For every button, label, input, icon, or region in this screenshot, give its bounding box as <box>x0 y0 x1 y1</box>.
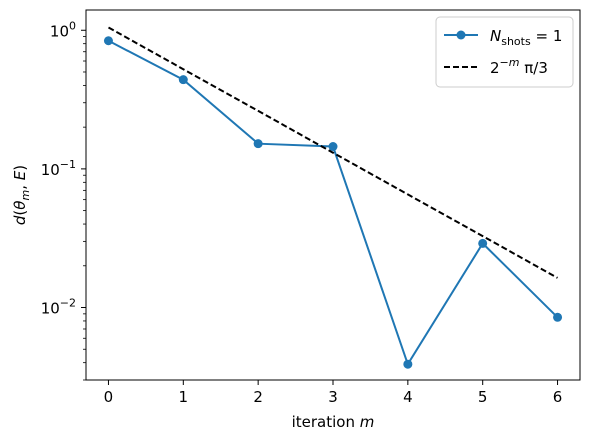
series-line-1 <box>108 39 559 367</box>
x-tick-label-2: 2 <box>253 388 263 406</box>
x-tick-label-3: 3 <box>328 388 338 406</box>
x-tick-label-4: 4 <box>403 388 413 406</box>
ticks: 0 1 2 3 4 5 6 10−2 10−1 100 <box>41 19 563 406</box>
series-1-point-2 <box>253 139 263 149</box>
series-1-point-0 <box>103 36 113 46</box>
series-layer <box>103 26 563 369</box>
series-1-point-3 <box>328 142 338 152</box>
x-tick-label-5: 5 <box>478 388 488 406</box>
legend: Nshots = 1 2−m π/3 <box>435 16 574 88</box>
y-tick-label-2: 100 <box>50 19 76 40</box>
x-axis-label: iteration m <box>292 413 375 431</box>
y-tick-label-0: 10−2 <box>41 297 76 318</box>
series-1-point-4 <box>403 359 413 369</box>
series-1-point-5 <box>478 238 488 248</box>
series-1-point-6 <box>553 312 563 322</box>
legend-label-series-2: 2−m π/3 <box>490 56 548 77</box>
series-line-2 <box>108 26 558 279</box>
x-tick-label-0: 0 <box>104 388 114 406</box>
legend-marker-series-1 <box>456 30 466 40</box>
x-tick-label-6: 6 <box>553 388 563 406</box>
y-axis-label: d(θm, E) <box>11 165 32 225</box>
series-1-point-1 <box>178 75 188 85</box>
legend-label-series-1: Nshots = 1 <box>490 27 562 48</box>
y-tick-label-1: 10−1 <box>41 158 76 179</box>
x-tick-label-1: 1 <box>179 388 189 406</box>
